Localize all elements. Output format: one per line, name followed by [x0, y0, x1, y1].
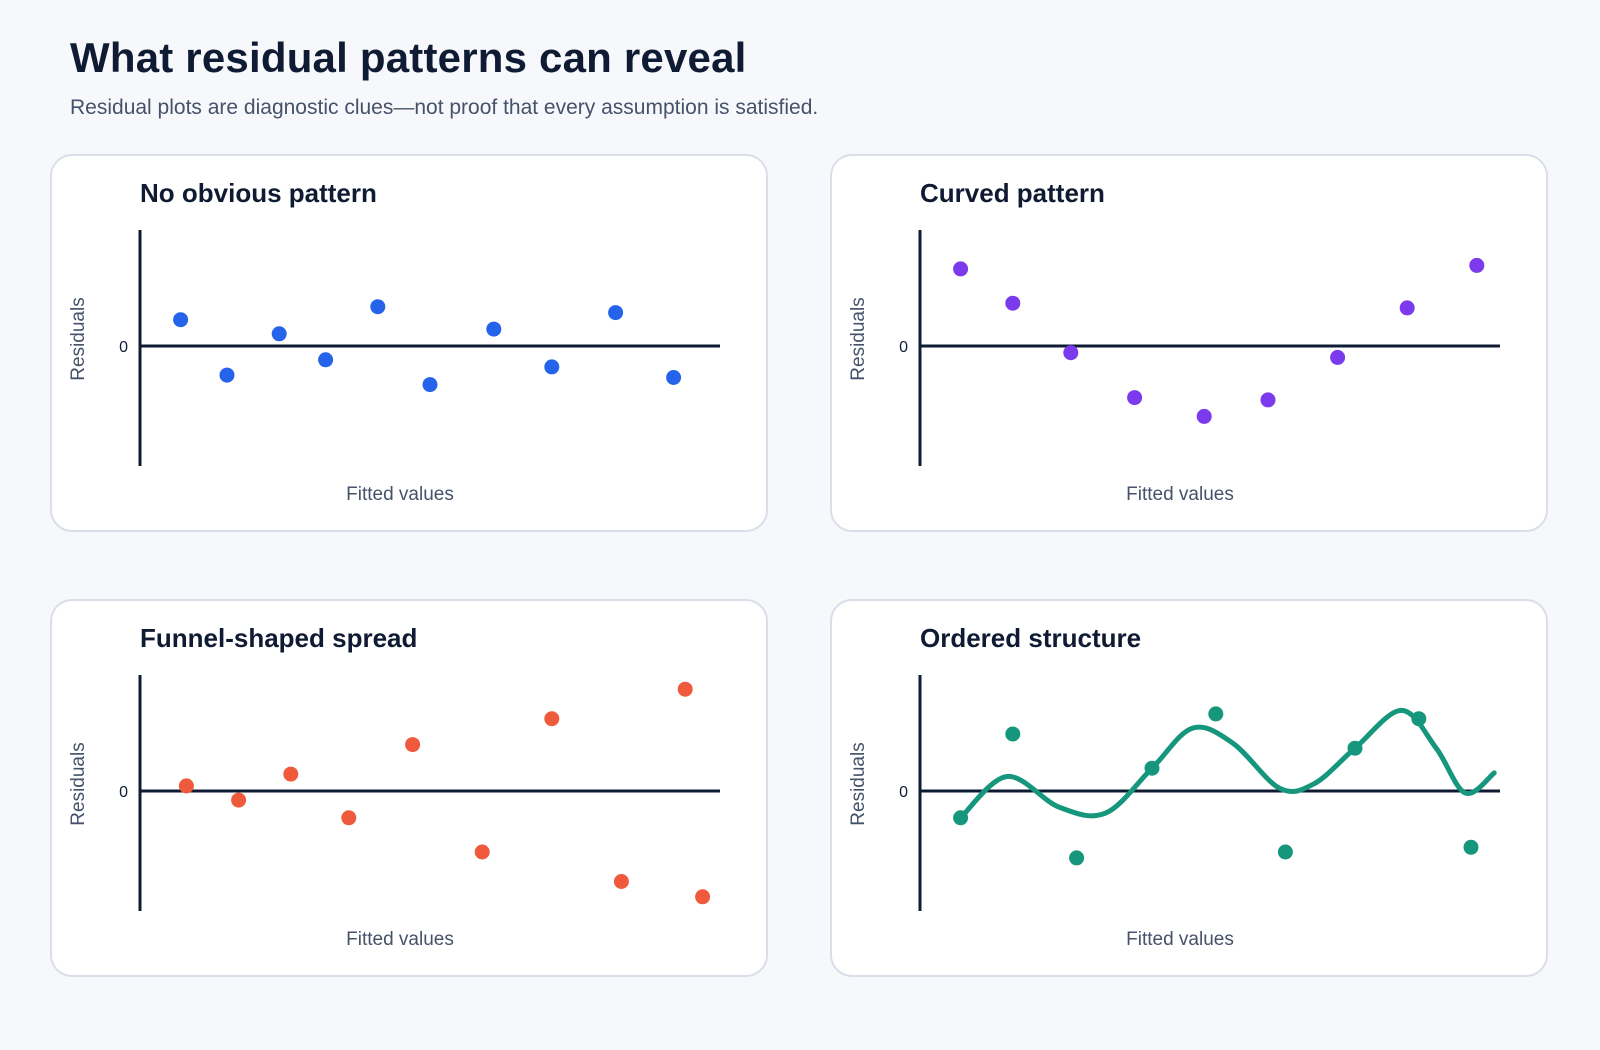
panel-no-obvious-pattern: No obvious pattern Residuals 0 Fitted va… [50, 154, 768, 532]
x-axis-label: Fitted values [346, 929, 454, 950]
y-tick-label-zero: 0 [899, 339, 908, 356]
data-point-3 [1069, 850, 1085, 866]
data-point-3 [271, 326, 287, 342]
data-point-6 [474, 844, 490, 860]
data-point-7 [486, 321, 502, 337]
data-point-1 [953, 261, 969, 277]
residual-plot-ordered-structure: Ordered structure Residuals 0 Fitted val… [848, 623, 1500, 950]
data-point-5 [405, 737, 421, 753]
data-point-2 [219, 367, 235, 383]
data-point-1 [178, 778, 194, 794]
data-point-2 [231, 792, 247, 808]
scatter-points [953, 706, 1479, 866]
data-point-8 [1399, 300, 1415, 316]
panel-title: Funnel-shaped spread [140, 623, 417, 653]
x-axis-label: Fitted values [1126, 484, 1234, 505]
data-point-4 [1144, 760, 1160, 776]
data-point-3 [1063, 345, 1079, 361]
residual-plot-curved-pattern: Curved pattern Residuals 0 Fitted values [848, 178, 1500, 505]
data-point-4 [1127, 390, 1143, 406]
y-tick-label-zero: 0 [119, 784, 128, 801]
scatter-points [178, 681, 711, 905]
data-point-1 [173, 312, 189, 328]
x-axis-label: Fitted values [1126, 929, 1234, 950]
data-point-5 [370, 299, 386, 315]
data-point-9 [677, 681, 693, 697]
data-point-6 [1277, 844, 1293, 860]
data-point-5 [1196, 408, 1212, 424]
panel-curved-pattern: Curved pattern Residuals 0 Fitted values [830, 154, 1548, 532]
trend-curve [958, 707, 1497, 821]
panel-title: Ordered structure [920, 623, 1141, 653]
data-point-4 [318, 352, 334, 368]
data-point-9 [608, 305, 624, 321]
data-point-9 [1463, 839, 1479, 855]
page-subtitle: Residual plots are diagnostic clues—not … [70, 96, 819, 119]
panel-title: Curved pattern [920, 178, 1105, 208]
y-tick-label-zero: 0 [899, 784, 908, 801]
data-point-2 [1005, 295, 1021, 311]
residual-plot-no-obvious-pattern: No obvious pattern Residuals 0 Fitted va… [68, 178, 720, 505]
data-point-2 [1005, 726, 1021, 742]
data-point-8 [1411, 711, 1427, 727]
data-point-8 [613, 874, 629, 889]
data-point-7 [544, 711, 560, 727]
data-point-1 [953, 810, 969, 826]
panel-title: No obvious pattern [140, 178, 377, 208]
data-point-6 [422, 377, 438, 393]
data-point-8 [544, 359, 560, 375]
panel-funnel-shaped-spread: Funnel-shaped spread Residuals 0 Fitted … [50, 599, 768, 977]
y-axis-label: Residuals [68, 297, 89, 380]
x-axis-label: Fitted values [346, 484, 454, 505]
y-axis-label: Residuals [68, 742, 89, 825]
panel-ordered-structure: Ordered structure Residuals 0 Fitted val… [830, 599, 1548, 977]
y-axis-label: Residuals [848, 297, 869, 380]
page-title: What residual patterns can reveal [70, 34, 747, 81]
data-point-6 [1260, 392, 1276, 408]
data-point-7 [1330, 349, 1346, 365]
data-point-7 [1347, 740, 1363, 756]
y-tick-label-zero: 0 [119, 339, 128, 356]
data-point-10 [695, 889, 711, 905]
y-axis-label: Residuals [848, 742, 869, 825]
scatter-points [173, 299, 682, 393]
data-point-10 [666, 370, 682, 385]
residual-plot-funnel-shaped-spread: Funnel-shaped spread Residuals 0 Fitted … [68, 623, 720, 950]
data-point-3 [283, 766, 299, 782]
data-point-5 [1208, 706, 1224, 722]
data-point-4 [341, 810, 357, 826]
scatter-points [953, 257, 1485, 424]
data-point-9 [1469, 257, 1485, 273]
